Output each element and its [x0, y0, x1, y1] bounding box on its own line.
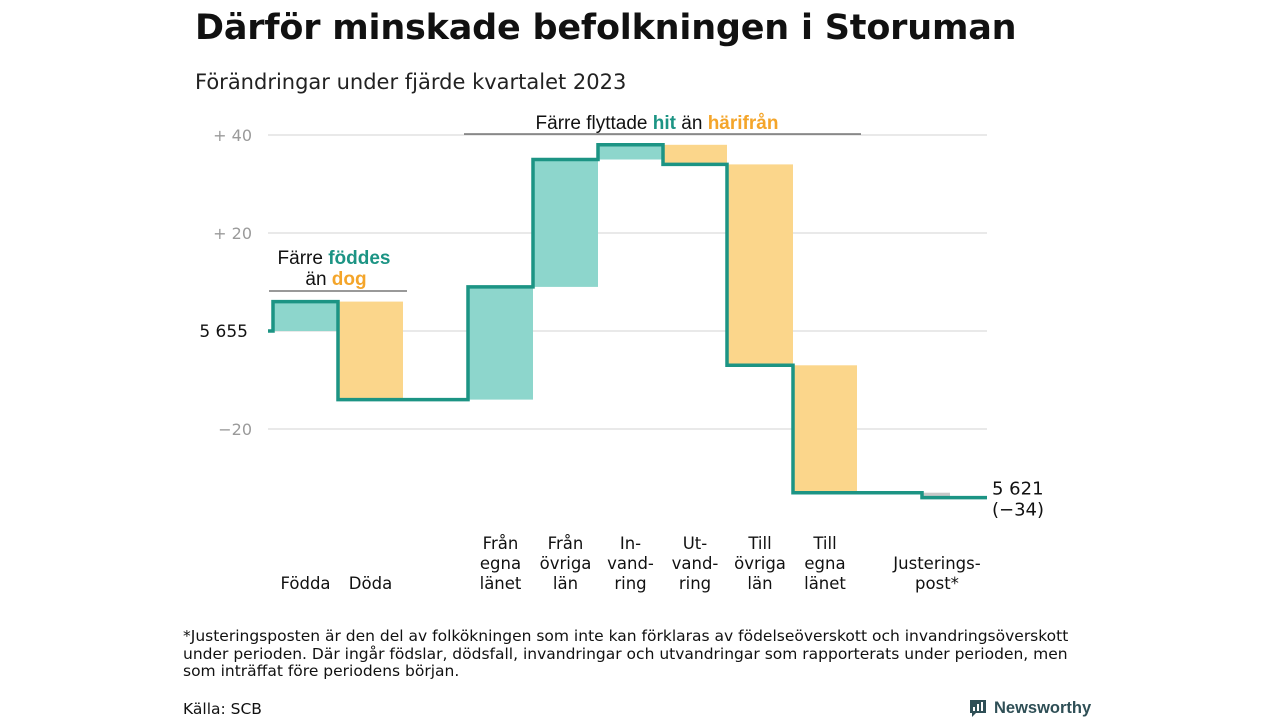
annotation-births-line2: än dog	[305, 269, 366, 290]
bars	[273, 144, 950, 498]
bar	[273, 301, 338, 331]
category-label: Ut-	[683, 534, 708, 553]
bar	[598, 144, 663, 160]
bar	[663, 144, 727, 165]
category-label: länet	[480, 574, 522, 593]
newsworthy-logo-icon	[970, 700, 986, 717]
category-label: vand-	[672, 554, 719, 573]
category-label: län	[553, 574, 578, 593]
category-label: övriga	[734, 554, 786, 573]
category-label: egna	[804, 554, 845, 573]
category-label: län	[747, 574, 772, 593]
chart-subtitle: Förändringar under fjärde kvartalet 2023	[195, 70, 627, 94]
category-label: egna	[480, 554, 521, 573]
category-label: Födda	[280, 574, 330, 593]
chart-title: Därför minskade befolkningen i Storuman	[195, 8, 1017, 48]
category-label: ring	[679, 574, 711, 593]
running-total-line	[268, 143, 987, 500]
y-tick-label: + 20	[213, 224, 252, 243]
start-value-label: 5 655	[199, 322, 248, 342]
category-label: Till	[747, 534, 771, 553]
category-label: Från	[548, 534, 584, 553]
brand[interactable]: Newsworthy	[968, 697, 1091, 719]
category-label: post*	[915, 574, 959, 593]
category-label: Till	[812, 534, 836, 553]
category-label: Döda	[349, 574, 392, 593]
bar	[533, 159, 598, 287]
y-tick-label: + 40	[213, 126, 252, 145]
running-total-line	[268, 143, 987, 500]
category-label: övriga	[540, 554, 592, 573]
bar	[922, 492, 950, 498]
end-change-label: (−34)	[992, 500, 1044, 521]
footnote: *Justeringsposten är den del av folkökni…	[183, 627, 1069, 680]
category-label: Justerings-	[892, 554, 980, 573]
bar	[338, 301, 403, 400]
category-label: Från	[483, 534, 519, 553]
bar	[793, 365, 857, 493]
bar	[727, 164, 793, 366]
brand-name: Newsworthy	[994, 698, 1092, 717]
end-value-label: 5 621	[992, 479, 1044, 500]
bar	[468, 286, 533, 400]
category-label: länet	[804, 574, 846, 593]
y-tick-label: −20	[218, 420, 252, 439]
annotation-births-line1: Färre föddes	[278, 248, 391, 269]
category-label: ring	[614, 574, 646, 593]
source-label: Källa: SCB	[183, 700, 262, 718]
annotation-moves: Färre flyttade hit än härifrån	[536, 113, 779, 134]
gridlines	[268, 134, 987, 430]
category-label: vand-	[607, 554, 654, 573]
category-label: In-	[620, 534, 641, 553]
